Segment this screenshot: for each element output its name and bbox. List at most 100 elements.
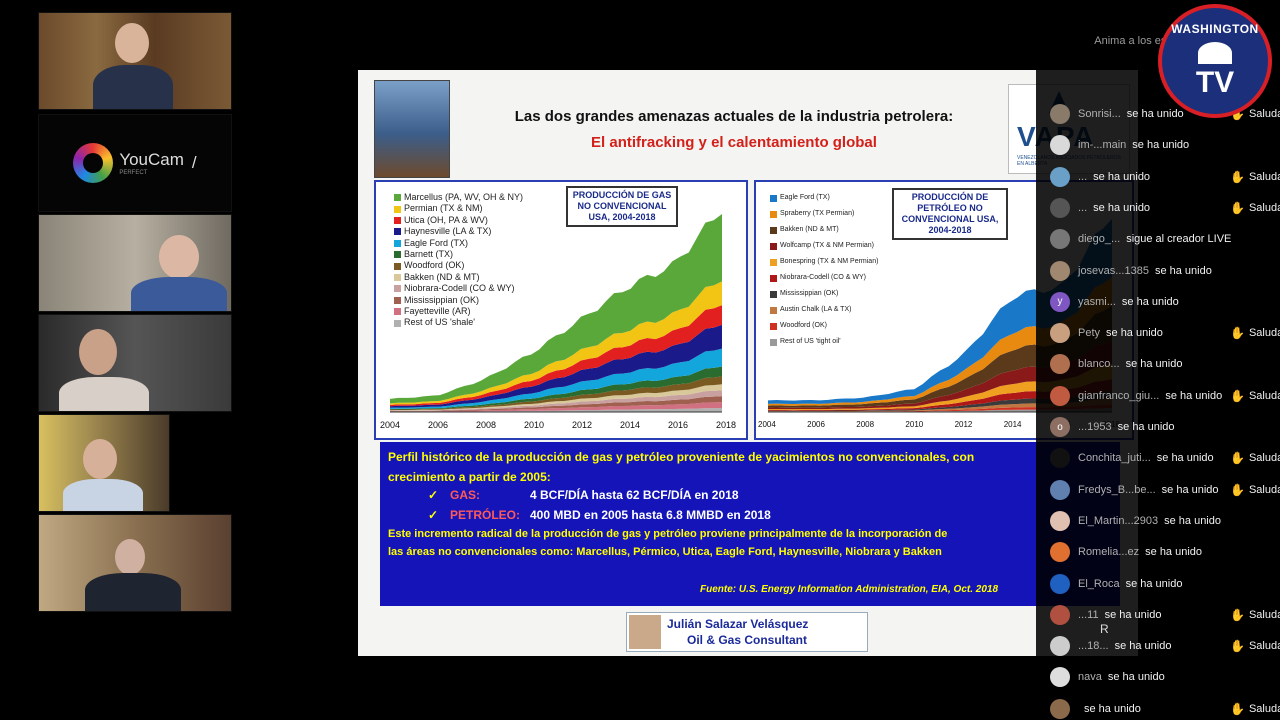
user-avatar[interactable] [1050,573,1070,594]
salute-label: Saludar [1248,108,1280,120]
participant-video-5[interactable] [38,514,232,612]
chat-action-text: se ha unido [1106,327,1163,340]
chat-username[interactable]: diego_... [1078,233,1121,246]
user-avatar[interactable] [1050,323,1070,344]
chat-username[interactable]: Conchita_juti... [1078,452,1151,465]
chat-message: y yasmi... se ha unido [1050,291,1280,312]
legend-item: Bakken (ND & MT) [770,222,878,238]
chat-username[interactable]: ...1953 [1078,421,1112,433]
user-avatar[interactable] [1050,698,1070,719]
capitol-dome-icon [1198,42,1232,64]
legend-item: Permian (TX & NM) [394,203,523,214]
wave-hand-icon: ✋ [1230,200,1245,215]
source-note: Fuente: U.S. Energy Information Administ… [700,584,999,595]
check-icon: ✓ [428,508,439,522]
legend-swatch [394,228,401,236]
user-avatar[interactable]: o [1050,417,1070,437]
wave-hand-icon: ✋ [1230,451,1245,466]
wave-hand-icon: ✋ [1230,607,1245,622]
check-icon: ✓ [428,488,439,502]
chat-message: ... se ha unido ✋Saludar [1050,197,1280,218]
user-avatar[interactable] [1050,354,1070,375]
salute-button[interactable]: ✋Saludar [1230,639,1280,653]
chat-username[interactable]: nava [1078,671,1102,684]
user-avatar[interactable]: y [1050,291,1070,312]
legend-swatch [770,242,777,250]
chat-message: Fredys_B...be... se ha unido ✋Saludar [1050,479,1280,500]
legend-swatch [770,306,777,314]
user-avatar[interactable] [1050,385,1070,406]
salute-button[interactable]: ✋Saludar [1230,451,1280,465]
chat-username[interactable]: im-...main [1078,139,1127,152]
legend-label: Bakken (ND & MT) [780,226,839,233]
chat-username[interactable]: Romelia...ez [1078,546,1140,559]
salute-label: Saludar [1248,702,1280,715]
chat-username[interactable]: gianfranco_giu... [1078,389,1160,402]
user-avatar[interactable] [1050,667,1070,688]
participant-video-youcam[interactable]: YouCam PERFECT / [38,114,232,212]
chat-username[interactable]: yasmi... [1078,295,1116,308]
oil-chart-legend: Eagle Ford (TX) Spraberry (TX Permian) Bak… [770,190,878,350]
chat-username[interactable]: Fredys_B...be... [1078,483,1156,496]
legend-item: Woodford (OK) [770,318,878,334]
chat-username[interactable]: Pety [1078,327,1101,340]
chat-username[interactable]: ...11 [1078,608,1099,621]
x-tick-label: 2008 [856,420,875,429]
salute-label: Saludar [1248,327,1280,340]
cursor-icon: R [1100,622,1109,636]
legend-item: Bakken (ND & MT) [394,272,523,283]
salute-label: Saludar [1248,201,1280,214]
salute-button[interactable]: ✋Saludar [1230,326,1280,340]
gas-chart-title: PRODUCCIÓN DE GAS NO CONVENCIONAL USA, 2… [566,186,678,227]
chat-username[interactable]: Sonrisi... [1078,108,1121,120]
participant-video-3[interactable] [38,314,232,412]
summary-line-6: las áreas no convencionales como: Marcel… [388,546,942,558]
consultant-photo [629,615,661,649]
legend-label: Haynesville (LA & TX) [404,226,492,237]
chat-message: josevas...1385 se ha unido [1050,260,1280,281]
user-avatar[interactable] [1050,479,1070,500]
chat-username[interactable]: josevas...1385 [1078,264,1149,277]
legend-item: Austin Chalk (LA & TX) [770,302,878,318]
user-avatar[interactable] [1050,166,1070,187]
legend-swatch [394,217,401,225]
legend-label: Bonespring (TX & NM Permian) [780,258,879,265]
chat-username[interactable]: ... [1078,201,1088,214]
chat-message: im-...main se ha unido [1050,135,1280,156]
user-avatar[interactable] [1050,260,1070,281]
salute-button[interactable]: ✋Saludar [1230,608,1280,622]
chat-username[interactable]: ... [1078,170,1088,183]
user-avatar[interactable] [1050,229,1070,250]
legend-swatch [770,210,777,218]
chat-message: diego_... sigue al creador LIVE [1050,229,1280,250]
chat-username[interactable]: blanco... [1078,358,1120,371]
salute-button[interactable]: ✋Saludar [1230,170,1280,184]
legend-item: Marcellus (PA, WV, OH & NY) [394,192,523,203]
chat-username[interactable]: ...18... [1078,640,1109,653]
user-avatar[interactable] [1050,542,1070,563]
user-avatar[interactable] [1050,636,1070,657]
summary-line-1: Perfil histórico de la producción de gas… [388,450,975,464]
user-avatar[interactable] [1050,604,1070,625]
chat-action-text: se ha unido [1107,671,1165,684]
chat-message: nava se ha unido [1050,667,1280,688]
user-avatar[interactable] [1050,135,1070,156]
user-avatar[interactable] [1050,448,1070,469]
chat-username[interactable]: El_Martin...2903 [1078,514,1159,527]
legend-swatch [770,338,777,346]
legend-item: Barnett (TX) [394,249,523,260]
user-avatar[interactable] [1050,510,1070,531]
participant-video-1[interactable] [38,12,232,110]
salute-button[interactable]: ✋Saludar [1230,201,1280,215]
oil-chart-title: PRODUCCIÓN DE PETRÓLEO NO CONVENCIONAL U… [892,188,1008,240]
user-avatar[interactable] [1050,104,1070,124]
salute-button[interactable]: ✋Saludar [1230,702,1280,716]
legend-label: Permian (TX & NM) [404,203,483,214]
user-avatar[interactable] [1050,197,1070,218]
participant-video-4[interactable] [38,414,170,512]
legend-item: Bonespring (TX & NM Permian) [770,254,878,270]
chat-username[interactable]: El_Roca [1078,577,1120,590]
participant-video-2[interactable] [38,214,232,312]
salute-button[interactable]: ✋Saludar [1230,389,1280,403]
salute-button[interactable]: ✋Saludar [1230,483,1280,497]
